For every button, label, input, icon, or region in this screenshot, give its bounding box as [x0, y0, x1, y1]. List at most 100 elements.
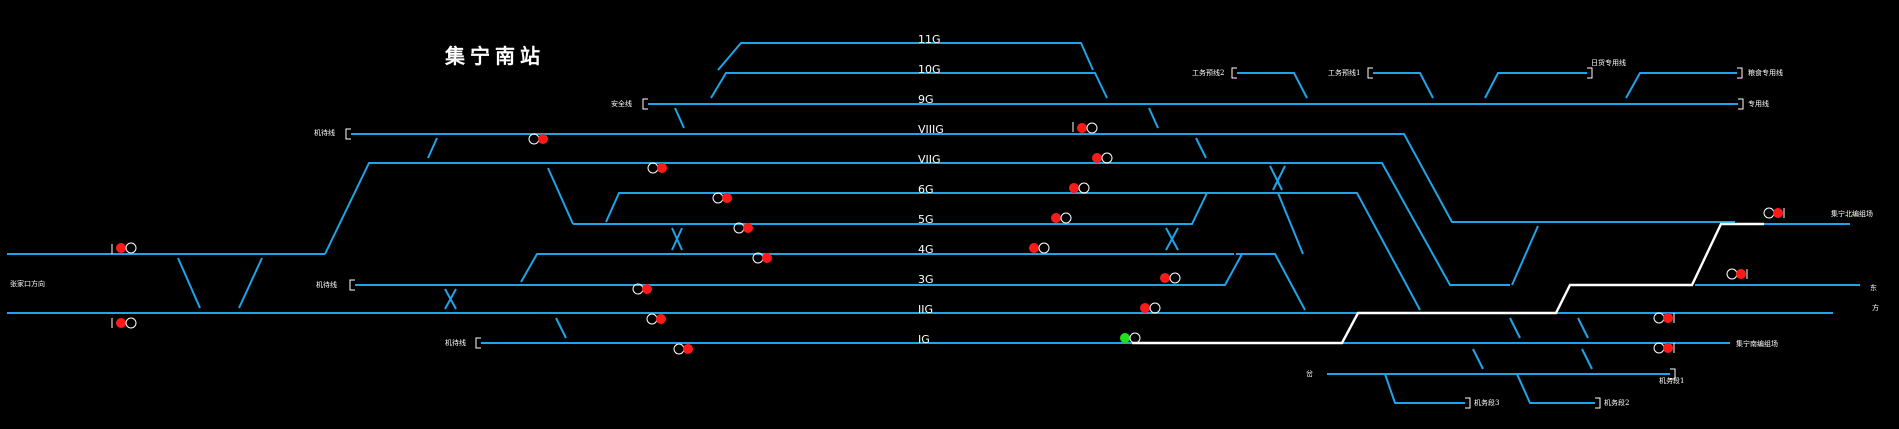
xover-2 — [1148, 107, 1159, 129]
xover-6b — [1272, 165, 1286, 191]
buffer-stops — [345, 67, 1744, 409]
track-industry-1[interactable] — [1373, 72, 1434, 99]
track-label-VIIIG: VIIIG — [918, 123, 944, 136]
buffer-stop-drawout-1 — [345, 128, 351, 140]
signal-IIG-west[interactable] — [646, 313, 666, 325]
label-jining-east: 集宁北编组场 — [1831, 209, 1873, 218]
track-label-11G: 11G — [918, 33, 941, 46]
xover-1 — [674, 107, 685, 129]
track-label-3G: 3G — [918, 273, 934, 286]
signal-east-1[interactable] — [1763, 207, 1785, 219]
track-label-5G: 5G — [918, 213, 934, 226]
labels: 集宁南站 11G 10G 9G VIIIG VIIG 6G 5G 4G 3G I… — [10, 33, 1879, 407]
track-grain-line[interactable] — [1625, 72, 1737, 99]
track-VIIG[interactable] — [324, 162, 1510, 286]
buffer-stop-industry-2 — [1231, 67, 1237, 79]
signal-VIIIG-west[interactable] — [528, 133, 548, 145]
signal-IIG-east[interactable] — [1140, 302, 1161, 314]
signal-4G-east[interactable] — [1029, 242, 1050, 254]
route-path — [1132, 222, 1764, 345]
buffer-stop-depot-3 — [1465, 397, 1471, 409]
label-draw-out-2: 机待线 — [316, 280, 337, 289]
buffer-stop-depot-main — [1670, 368, 1676, 380]
label-spur: 岔 — [1306, 369, 1313, 378]
buffer-stop-depot-2 — [1595, 397, 1601, 409]
buffer-stop-industry-1 — [1367, 67, 1373, 79]
xover-14 — [1577, 317, 1589, 339]
signal-6G-east[interactable] — [1069, 182, 1090, 194]
label-east-b: 方 — [1872, 303, 1879, 312]
signal-west-main-2[interactable] — [111, 317, 137, 329]
track-4G-east — [1236, 253, 1306, 311]
signal-3G-west[interactable] — [632, 283, 652, 295]
signal-5G-west[interactable] — [733, 222, 753, 234]
label-jining-north: 集宁南编组场 — [1736, 339, 1778, 348]
xover-15 — [1472, 348, 1484, 370]
track-6G[interactable] — [605, 192, 1421, 311]
track-label-10G: 10G — [918, 63, 941, 76]
label-industry-1: 工务预线1 — [1328, 68, 1360, 77]
track-label-IG: IG — [918, 333, 930, 346]
signal-west-main-1[interactable] — [111, 242, 137, 254]
xover-6a — [1269, 165, 1283, 191]
buffer-stop-grain — [1737, 67, 1743, 79]
signal-VIIIG-east[interactable] — [1072, 122, 1098, 134]
track-10G[interactable] — [710, 72, 1108, 99]
label-draw-out-3: 机待线 — [445, 338, 466, 347]
track-3G[interactable] — [355, 253, 1243, 286]
xover-17 — [1511, 225, 1539, 286]
label-grain-line: 粮食专用线 — [1748, 68, 1783, 77]
label-special-line: 专用线 — [1748, 99, 1769, 108]
signal-4G-west[interactable] — [752, 252, 772, 264]
xover-3 — [427, 137, 438, 159]
signal-east-4[interactable] — [1653, 342, 1675, 354]
signal-VIIG-east[interactable] — [1092, 152, 1113, 164]
xover-10 — [238, 257, 263, 309]
track-depot-3[interactable] — [1384, 373, 1465, 404]
signal-5G-east[interactable] — [1051, 212, 1072, 224]
xover-7b — [671, 227, 683, 251]
xover-9 — [177, 257, 201, 309]
track-label-VIIG: VIIG — [918, 153, 941, 166]
track-5G[interactable] — [573, 192, 1304, 255]
xover-11b — [444, 288, 457, 310]
xover-8b — [1165, 227, 1179, 251]
label-draw-out-1: 机待线 — [314, 128, 335, 137]
signal-IG-east[interactable] — [1120, 332, 1141, 344]
label-cargo-line: 日货专用线 — [1591, 58, 1626, 67]
track-label-9G: 9G — [918, 93, 934, 106]
label-west-line: 张家口方向 — [10, 279, 45, 288]
signal-east-3[interactable] — [1653, 312, 1675, 324]
xover-5 — [547, 167, 574, 225]
active-route — [1132, 222, 1764, 345]
track-network — [7, 42, 1860, 404]
track-label-4G: 4G — [918, 243, 934, 256]
xover-12 — [555, 317, 567, 339]
track-VIIIG[interactable] — [351, 133, 1735, 223]
track-depot-2[interactable] — [1516, 373, 1595, 404]
signal-3G-east[interactable] — [1160, 272, 1181, 284]
label-industry-2: 工务预线2 — [1192, 68, 1224, 77]
signal-VIIG-west[interactable] — [647, 162, 667, 174]
station-title: 集宁南站 — [444, 44, 545, 68]
signal-IG-west[interactable] — [673, 343, 693, 355]
label-depot-3: 机务段3 — [1474, 398, 1499, 407]
label-safety-line: 安全线 — [611, 99, 632, 108]
label-depot-2: 机务段2 — [1604, 398, 1629, 407]
signal-east-2[interactable] — [1726, 268, 1748, 280]
buffer-stop-drawout-2 — [349, 279, 355, 291]
xover-4 — [1195, 137, 1207, 159]
xover-13 — [1509, 317, 1521, 339]
track-4G[interactable] — [520, 253, 1234, 283]
track-11G[interactable] — [717, 42, 1094, 71]
track-industry-2[interactable] — [1237, 72, 1308, 99]
buffer-stop-cargo — [1587, 67, 1593, 79]
label-depot-1: 机务段1 — [1659, 376, 1684, 385]
track-label-IIG: IIG — [918, 303, 933, 316]
label-east-a: 东 — [1870, 283, 1877, 292]
track-cargo-line[interactable] — [1484, 72, 1587, 99]
signal-6G-west[interactable] — [712, 192, 732, 204]
xover-16 — [1581, 348, 1593, 370]
buffer-stop-special — [1738, 98, 1744, 110]
